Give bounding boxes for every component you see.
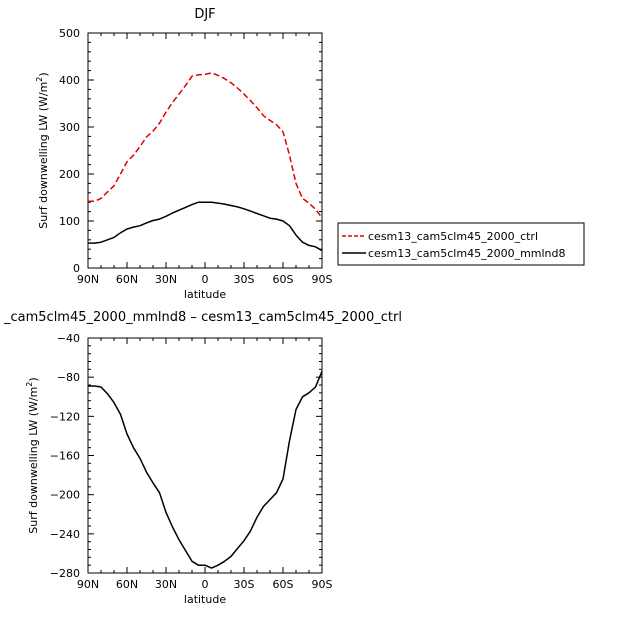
series-line-1 — [88, 371, 323, 569]
x-tick-label: 60S — [273, 273, 294, 286]
x-tick-label: 30S — [234, 578, 255, 591]
x-axis-label: latitude — [184, 288, 226, 301]
x-tick-label: 30N — [155, 578, 177, 591]
x-tick-label: 0 — [202, 578, 209, 591]
y-tick-label: −240 — [50, 528, 80, 541]
x-tick-label: 90N — [77, 578, 99, 591]
x-tick-label: 90N — [77, 273, 99, 286]
y-tick-label: −120 — [50, 410, 80, 423]
x-tick-label: 60S — [273, 578, 294, 591]
y-tick-label: 500 — [59, 27, 80, 40]
x-axis-label: latitude — [184, 593, 226, 606]
panel-difference: _cam5clm45_2000_mmlnd8 – cesm13_cam5clm4… — [3, 310, 402, 606]
x-tick-label: 60N — [116, 578, 138, 591]
series-line-1 — [88, 72, 323, 219]
y-tick-label: −160 — [50, 450, 80, 463]
x-tick-label: 0 — [202, 273, 209, 286]
legend-box — [337, 222, 585, 266]
y-tick-label: 300 — [59, 121, 80, 134]
legend-label-1: cesm13_cam5clm45_2000_ctrl — [368, 230, 538, 243]
x-tick-label: 30N — [155, 273, 177, 286]
panel-climatology: DJF 90N 60N 30N 0 30S 60S 90S latitude 0 100 200 300… — [35, 7, 585, 301]
chart-title: DJF — [194, 7, 215, 22]
x-tick-label: 90S — [312, 273, 333, 286]
y-axis-label: Surf downwelling LW (W/m2) — [25, 377, 40, 533]
y-tick-label: −80 — [57, 371, 80, 384]
y-tick-label: 100 — [59, 215, 80, 228]
x-tick-label: 90S — [312, 578, 333, 591]
series-line-2 — [88, 201, 323, 252]
y-tick-label: 200 — [59, 168, 80, 181]
y-tick-label: −280 — [50, 567, 80, 580]
x-tick-label: 30S — [234, 273, 255, 286]
y-axis-label: Surf downwelling LW (W/m2) — [35, 72, 50, 228]
y-tick-label: −40 — [57, 332, 80, 345]
y-tick-label: 0 — [73, 262, 80, 275]
plot-frame — [87, 32, 323, 269]
y-tick-label: −200 — [50, 489, 80, 502]
x-tick-label: 60N — [116, 273, 138, 286]
legend-label-2: cesm13_cam5clm45_2000_mmlnd8 — [368, 247, 566, 260]
y-tick-label: 400 — [59, 74, 80, 87]
chart-title: _cam5clm45_2000_mmlnd8 – cesm13_cam5clm4… — [3, 310, 402, 325]
